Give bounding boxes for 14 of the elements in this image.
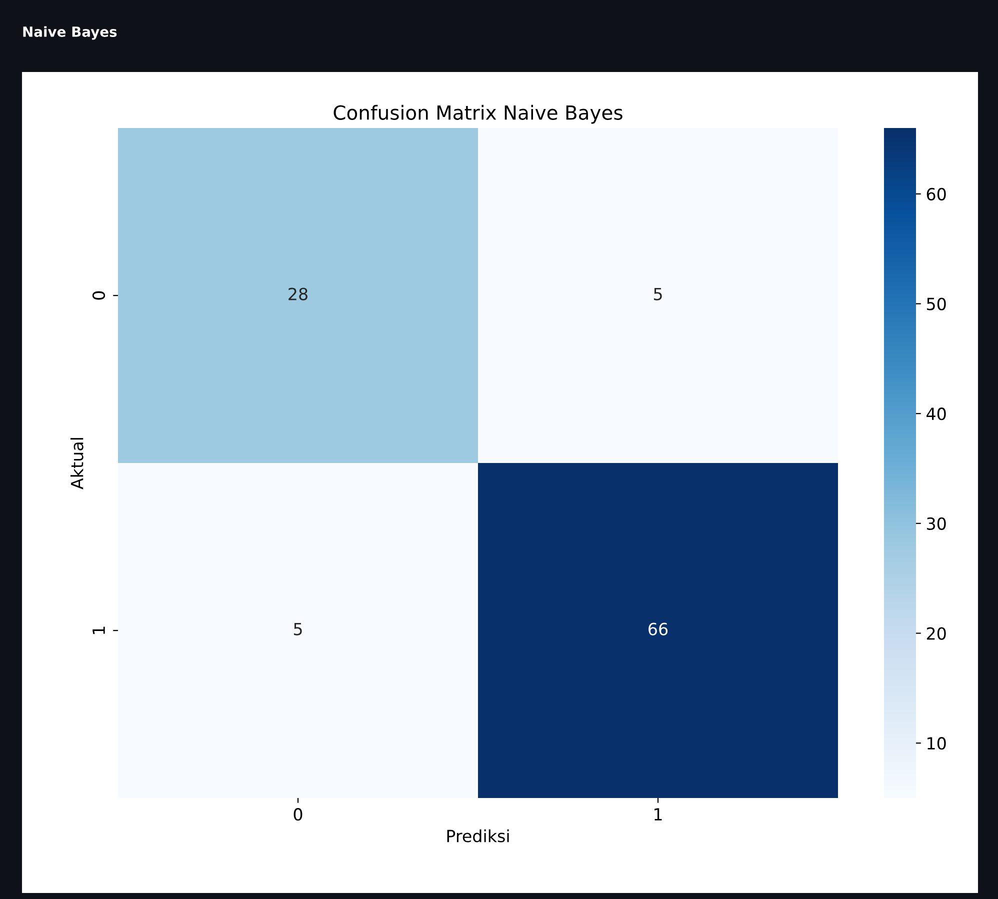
data-label: 5 [294,622,302,636]
data-label: 5 [654,288,662,300]
color-bar-label: 30 [926,517,946,530]
y-axis-title: Aktual [70,438,84,490]
color-bar-label: 10 [928,737,946,750]
chart-title: Confusion Matrix Naive Bayes [334,104,622,124]
data-label: 66 [648,622,668,636]
color-bar-label: 20 [926,627,946,640]
color-bar-label: 40 [926,408,946,420]
text: Naive Bayes [23,26,117,40]
color-bar-label: 50 [927,298,946,310]
color-bar-label: 60 [926,188,946,200]
data-label: 28 [288,288,308,300]
x-axis-title: Prediksi [447,829,509,842]
